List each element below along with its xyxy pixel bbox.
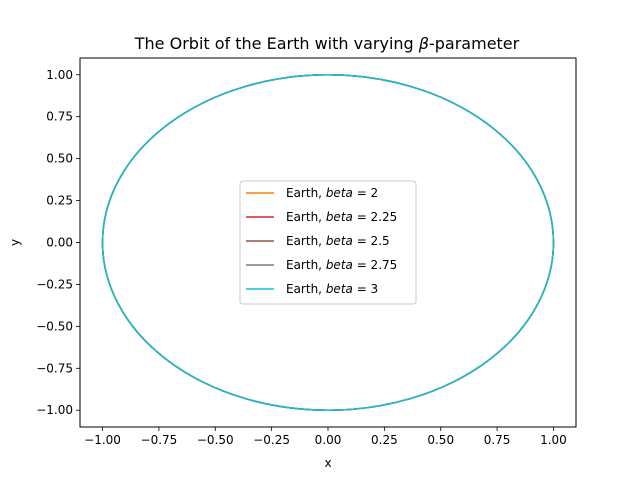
y-tick-label: −0.75 (36, 361, 73, 375)
x-tick-label: 1.00 (540, 433, 567, 447)
y-tick-label: −0.25 (36, 277, 73, 291)
chart-title: The Orbit of the Earth with varying β-pa… (134, 34, 520, 53)
x-axis-label: x (324, 456, 331, 470)
legend: Earth, beta = 2 Earth, beta = 2.25 Earth, … (239, 180, 417, 305)
y-tick-label: 1.00 (46, 68, 73, 82)
legend-box (239, 180, 417, 305)
x-tick-label: −0.75 (141, 433, 178, 447)
legend-entry: Earth, beta = 2.25 (246, 210, 397, 224)
y-tick-label: 0.00 (46, 236, 73, 250)
y-tick-label: −0.50 (36, 319, 73, 333)
x-tick-label: −0.50 (197, 433, 234, 447)
y-tick-label: 0.75 (46, 110, 73, 124)
x-tick-label: 0.25 (371, 433, 398, 447)
legend-entry: Earth, beta = 2.75 (246, 258, 397, 272)
legend-entry: Earth, beta = 3 (246, 282, 378, 296)
y-axis-label: y (8, 239, 22, 246)
ticks-layer: −1.00 −0.75 −0.50 −0.25 0.00 0.25 0.50 0.75 1.00… (36, 68, 567, 447)
legend-label: Earth, beta = 3 (286, 282, 378, 296)
legend-label: Earth, beta = 2.25 (286, 210, 397, 224)
orbit-line-series-5 (101, 74, 555, 411)
x-tick-label: −0.25 (253, 433, 290, 447)
y-tick-label: 0.50 (46, 152, 73, 166)
legend-entry: Earth, beta = 2.5 (246, 234, 390, 248)
series-layer (101, 74, 555, 411)
y-tick-label: −1.00 (36, 403, 73, 417)
legend-label: Earth, beta = 2 (286, 186, 378, 200)
legend-label: Earth, beta = 2.75 (286, 258, 397, 272)
x-tick-label: 0.00 (315, 433, 342, 447)
x-tick-label: 0.50 (427, 433, 454, 447)
x-tick-label: 0.75 (484, 433, 511, 447)
x-tick-label: −1.00 (84, 433, 121, 447)
legend-entry: Earth, beta = 2 (246, 186, 378, 200)
legend-label: Earth, beta = 2.5 (286, 234, 390, 248)
y-tick-label: 0.25 (46, 194, 73, 208)
